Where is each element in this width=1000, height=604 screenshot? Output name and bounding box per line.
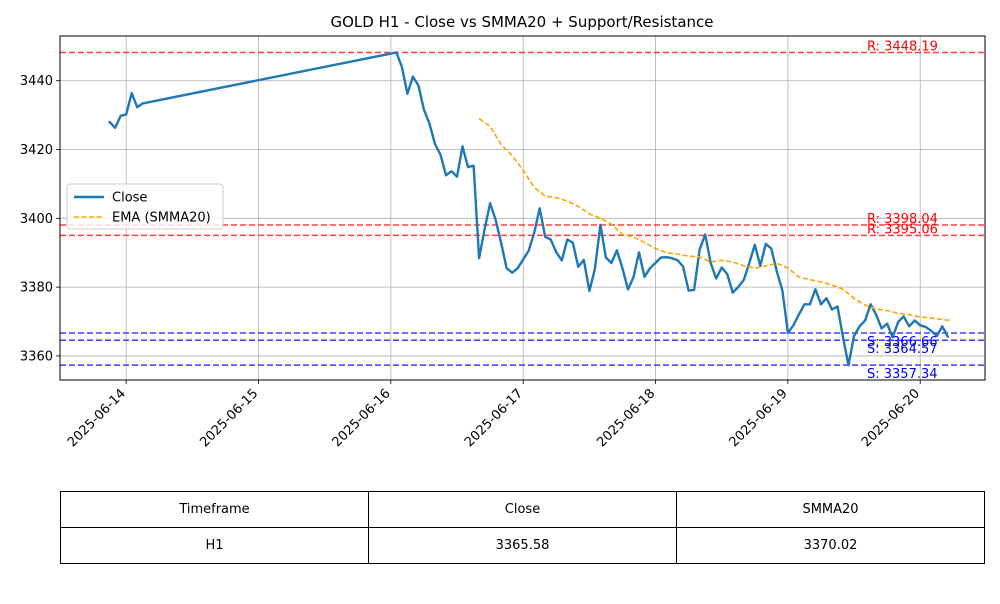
y-tick-label: 3380 bbox=[20, 281, 53, 296]
x-tick-label: 2025-06-15 bbox=[197, 386, 261, 450]
table-row: H1 3365.58 3370.02 bbox=[60, 527, 985, 564]
grid-layer bbox=[60, 36, 985, 380]
x-tick-label: 2025-06-20 bbox=[859, 386, 923, 450]
support-level-label: S: 3364.57 bbox=[867, 342, 938, 357]
table-cell: 3365.58 bbox=[368, 527, 677, 564]
support-level-label: S: 3357.34 bbox=[867, 367, 938, 382]
y-tick-label: 3440 bbox=[20, 74, 53, 89]
resistance-level-label: R: 3398.04 bbox=[867, 212, 938, 227]
x-tick-label: 2025-06-14 bbox=[65, 386, 129, 450]
plot-frame bbox=[59, 35, 986, 381]
y-tick-label: 3400 bbox=[20, 212, 53, 227]
table-cell: 3370.02 bbox=[676, 527, 985, 564]
table-header-cell: Close bbox=[368, 491, 677, 528]
series-layer bbox=[108, 51, 951, 367]
legend-box bbox=[66, 183, 224, 230]
x-tick-label: 2025-06-17 bbox=[462, 386, 526, 450]
resistance-level-label: R: 3395.06 bbox=[867, 222, 938, 237]
x-tick-label: 2025-06-19 bbox=[727, 386, 791, 450]
legend-label-close: Close bbox=[112, 191, 147, 206]
x-tick-label: 2025-06-16 bbox=[330, 386, 394, 450]
close-series-line bbox=[108, 51, 949, 367]
resistance-level-label: R: 3448.19 bbox=[867, 40, 938, 55]
y-tick-label: 3420 bbox=[20, 143, 53, 158]
summary-table: Timeframe Close SMMA20 H1 3365.58 3370.0… bbox=[60, 491, 985, 564]
x-tick-label: 2025-06-18 bbox=[594, 386, 658, 450]
y-tick-label: 3360 bbox=[20, 349, 53, 364]
table-header-cell: Timeframe bbox=[60, 491, 369, 528]
chart-legend: Close EMA (SMMA20) bbox=[66, 183, 224, 230]
table-header-cell: SMMA20 bbox=[676, 491, 985, 528]
chart-title: GOLD H1 - Close vs SMMA20 + Support/Resi… bbox=[330, 13, 713, 31]
table-header-row: Timeframe Close SMMA20 bbox=[60, 491, 985, 528]
table-cell: H1 bbox=[60, 527, 369, 564]
legend-label-ema: EMA (SMMA20) bbox=[112, 211, 211, 226]
smma-series-line bbox=[478, 117, 951, 322]
level-labels-layer: R: 3448.19 R: 3398.04R: 3395.06 S: 3366.66… bbox=[867, 40, 938, 383]
support-level-label: S: 3366.66 bbox=[867, 335, 938, 350]
